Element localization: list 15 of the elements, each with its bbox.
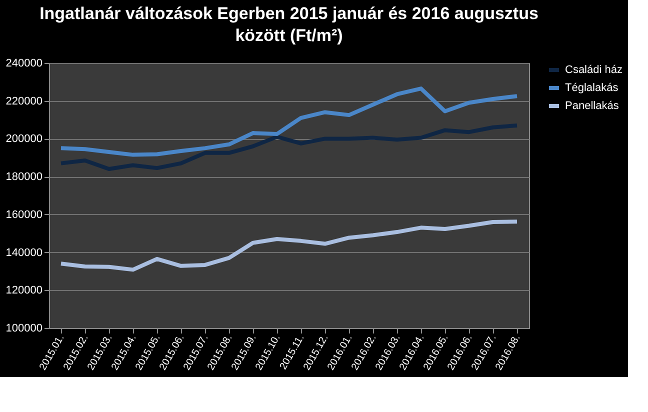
- y-tick-label: 220000: [6, 95, 42, 108]
- line-series: [59, 220, 519, 272]
- legend-label: Családi ház: [565, 64, 622, 76]
- y-tick-label: 240000: [6, 58, 42, 70]
- y-tick-label: 180000: [6, 171, 42, 184]
- y-tick-label: 120000: [6, 284, 42, 297]
- y-tick-label: 100000: [6, 322, 42, 334]
- legend-label: Panellakás: [565, 100, 620, 112]
- line-series: [59, 123, 519, 171]
- y-tick-label: 200000: [6, 133, 42, 146]
- legend-label: Téglalakás: [565, 82, 619, 94]
- line-series: [59, 86, 519, 157]
- y-tick-label: 140000: [6, 246, 42, 259]
- y-tick-label: 160000: [6, 208, 42, 221]
- chart-title: Ingatlanár változások Egerben 2015 január és 2016 augusztus között (Ft/m²): [40, 4, 538, 45]
